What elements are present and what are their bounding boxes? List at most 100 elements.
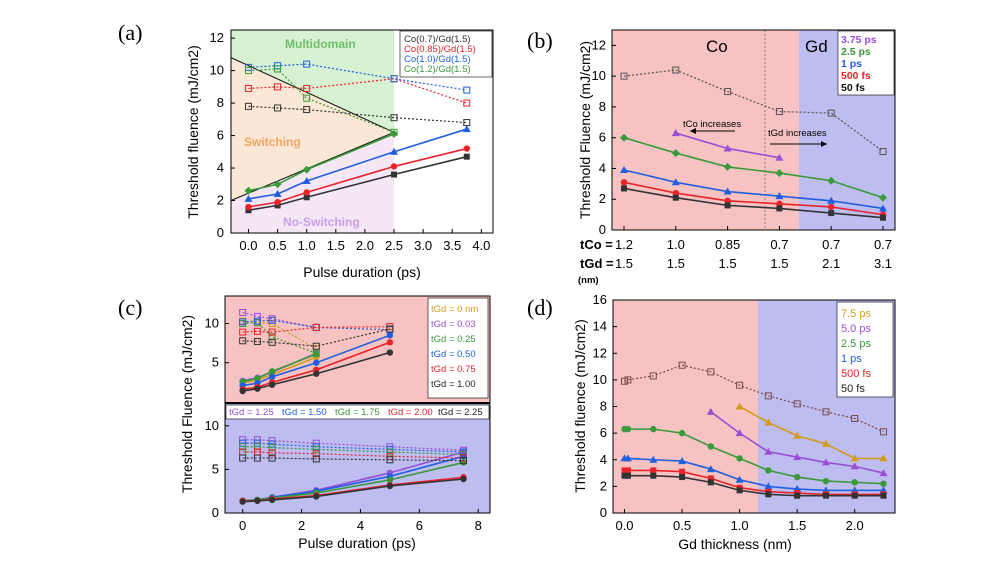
series-point <box>793 453 802 461</box>
multidomain-series-point <box>736 381 744 389</box>
top-switch-series-point <box>313 370 320 377</box>
y-tick-label: 14 <box>593 319 607 334</box>
series-point <box>850 462 859 470</box>
legend-bottom: tGd = 1.25 tGd = 1.50 tGd = 1.75 tGd = 2… <box>225 404 490 420</box>
top-switch-series-point <box>268 381 276 388</box>
series-point <box>706 465 715 473</box>
x-axis-label: Pulse duration (ps) <box>303 264 421 280</box>
series-point <box>765 491 772 498</box>
series-point <box>735 475 744 483</box>
y-tick-label: 0 <box>217 225 224 240</box>
annotation-tgd: tGd increases <box>768 128 827 139</box>
series-point <box>735 402 744 410</box>
series-point <box>620 179 628 186</box>
switch-series-point <box>302 177 311 185</box>
legend-top: tGd = 0 nm tGd = 0.03 tGd = 0.25 tGd = 0… <box>427 297 489 399</box>
y-tick-label: 2 <box>599 191 606 206</box>
switch-series-point <box>303 194 310 201</box>
series-point <box>775 169 784 178</box>
x-tick-label-tco: 0.7 <box>822 237 840 252</box>
x-tick-label: 1.0 <box>731 518 749 533</box>
x-tick-label-tco: 1.0 <box>667 237 685 252</box>
top-switch-series-point <box>386 332 394 339</box>
y-tick-label: 2 <box>600 478 607 493</box>
y-tick-label: 10 <box>205 315 219 330</box>
x-tick-label: 0 <box>239 518 246 533</box>
bottom-multidomain-series-point <box>312 450 320 458</box>
bottom-switch-series-point <box>313 493 320 500</box>
panel-label: (d) <box>527 295 553 320</box>
bottom-multidomain-series-point <box>239 454 247 462</box>
series-line <box>623 136 884 199</box>
legend-entry: 2.5 ps <box>841 46 871 58</box>
bottom-switch-series-point <box>254 497 261 504</box>
region-label-no-switching: No-Switching <box>283 215 360 229</box>
legend-entry: tGd = 2.00 <box>388 407 433 418</box>
top-multidomain-series-line <box>242 326 390 333</box>
region-label-gd: Gd <box>805 37 828 56</box>
series-line <box>739 405 884 460</box>
bottom-switch-series-point <box>268 496 276 504</box>
series-point <box>821 458 830 466</box>
legend-entry: tGd = 0.50 <box>431 349 476 360</box>
series-line <box>623 181 884 216</box>
x-tick-label: 2.5 <box>385 238 403 253</box>
series-point <box>851 479 858 486</box>
x-tick-label: 3.0 <box>414 238 432 253</box>
top-multidomain-series-point <box>239 337 247 345</box>
legend-entry: 1 ps <box>841 58 862 70</box>
top-multidomain-series-line <box>242 328 391 347</box>
switch-series-point <box>273 180 282 189</box>
bottom-multidomain-series-line <box>242 446 464 456</box>
top-multidomain-series-point <box>268 338 276 346</box>
multidomain-series-point <box>879 148 887 156</box>
series-point <box>707 479 714 486</box>
multidomain-series-point <box>851 414 859 422</box>
x-tick-label-tgd: 1.5 <box>719 256 737 271</box>
y-tick-label: 10 <box>592 68 606 83</box>
series-point <box>775 192 784 200</box>
x-tick-label: 4.0 <box>472 238 490 253</box>
legend-entry: Co(1.0)/Gd(1.5) <box>404 54 471 65</box>
y-tick-label: 12 <box>592 37 606 52</box>
x-tick-label-tco: 0.85 <box>715 237 740 252</box>
bottom-multidomain-series-line <box>242 451 464 459</box>
x-tick-label: 2.0 <box>356 238 374 253</box>
legend-entry: Co(1.2)/Gd(1.5) <box>404 64 471 75</box>
multidomain-series-point <box>649 372 657 380</box>
annotation-tco: tCo increases <box>683 119 741 130</box>
series-point <box>620 166 628 173</box>
series-point <box>794 492 801 499</box>
switch-series-point <box>245 207 252 214</box>
series-point <box>707 443 715 450</box>
y-tick-label: 4 <box>599 160 606 175</box>
series-point <box>879 193 887 202</box>
region-switching <box>231 57 395 201</box>
multidomain-series-line <box>623 69 884 153</box>
y-tick-label: 12 <box>210 30 224 45</box>
series-point <box>723 187 732 195</box>
series-point <box>764 482 773 490</box>
y-tick-label: 6 <box>600 425 607 440</box>
multidomain-series-point <box>879 428 887 436</box>
plot-frame <box>224 295 491 514</box>
top-switch-series-point <box>239 387 246 395</box>
bottom-multidomain-series-point <box>253 454 261 462</box>
switch-series-point <box>462 125 471 133</box>
series-point <box>775 153 784 161</box>
y-tick-label: 10 <box>593 372 607 387</box>
multidomain-series-point <box>624 376 632 384</box>
bottom-switch-series-point <box>386 482 394 490</box>
x-tick-label-tgd: 2.1 <box>822 256 840 271</box>
multidomain-series-point <box>775 108 783 116</box>
series-point <box>672 189 679 197</box>
multidomain-series-point <box>827 109 835 117</box>
multidomain-series-point <box>303 94 311 102</box>
series-point <box>827 196 836 204</box>
series-point <box>879 469 888 477</box>
switch-series-point <box>463 153 470 160</box>
switch-series-point <box>274 202 281 209</box>
switch-series-point <box>303 189 310 196</box>
multidomain-series-line <box>624 364 884 433</box>
series-point <box>735 429 744 437</box>
